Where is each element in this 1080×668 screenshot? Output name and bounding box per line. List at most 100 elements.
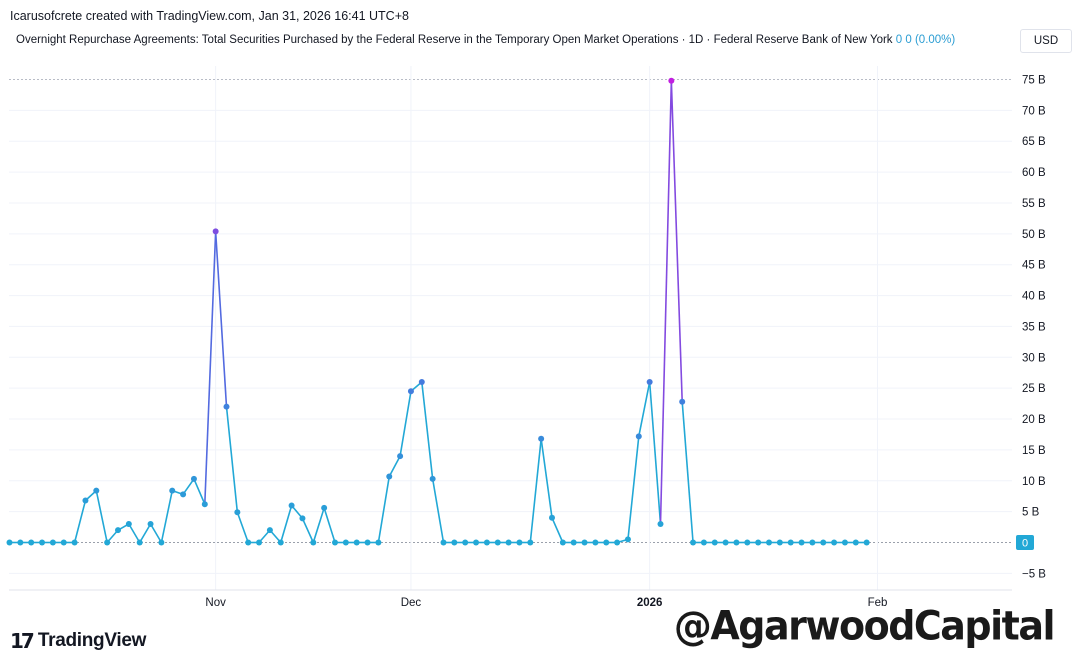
series-segment [182,478,195,495]
series-segment [95,490,108,543]
x-tick-label: Feb [868,597,888,609]
series-segment [431,478,445,543]
data-point [93,487,100,494]
grid-lines [9,66,1012,590]
data-point [549,514,555,521]
time-axis[interactable]: Nov Dec 2026 Feb [9,589,1012,609]
data-point [299,515,306,522]
data-point [679,398,686,405]
series-segment [681,401,694,543]
data-point [766,539,772,546]
y-tick-label: 30 B [1022,352,1046,364]
series-segment [128,523,141,543]
data-point [494,539,501,546]
y-tick-label: 45 B [1022,260,1046,272]
data-point [342,539,349,546]
data-point [657,520,664,527]
data-point [559,539,566,546]
series-segment [73,500,87,543]
series-segment [323,507,336,543]
data-point [505,539,512,546]
data-point [483,539,490,546]
y-tick-label: 65 B [1022,136,1046,148]
data-point [245,539,252,546]
series-title: Overnight Repurchase Agreements: Total S… [16,34,893,46]
data-point [115,527,121,534]
data-point [104,539,111,546]
series-segment [627,436,640,540]
price-axis[interactable]: 75 B 70 B 65 B 60 B 55 B 50 B 45 B 40 B 35 B 30 B… [1022,75,1046,581]
y-tick-label: 60 B [1022,167,1046,179]
y-tick-label: 20 B [1022,414,1046,426]
watermark-text: @AgarwoodCapital [673,602,1056,650]
series-segment [421,381,434,480]
data-point [603,539,610,546]
tradingview-logo-text: TradingView [37,630,147,651]
currency-button[interactable]: USD [1020,29,1072,53]
data-point [266,527,273,534]
data-point [841,539,848,546]
tradingview-logo-icon: 17 [10,629,35,653]
data-point [353,539,360,546]
data-point [690,539,697,546]
data-point [624,536,631,543]
last-value-tag-group: 0 [1016,535,1034,550]
series-segment [540,438,553,518]
series-segment [399,391,412,457]
y-tick-label: 25 B [1022,383,1046,395]
data-point [39,539,46,546]
data-point [60,539,67,546]
data-point [190,475,197,482]
data-point [332,539,338,546]
data-point [321,504,328,511]
data-point [527,539,534,546]
data-point [473,539,480,546]
series-last-value: 0 [895,34,903,46]
data-point [440,539,447,546]
data-point [852,539,859,546]
data-point [668,77,675,84]
data-point [863,539,870,546]
data-point [256,539,263,546]
data-point [744,539,751,546]
series-segment [301,518,315,543]
y-tick-label: 15 B [1022,445,1046,457]
data-point [125,520,132,527]
data-point [49,539,56,546]
series-segment [648,381,662,525]
y-tick-label: 50 B [1022,229,1046,241]
data-point [711,539,718,546]
data-point [700,539,707,546]
data-point [234,509,241,516]
last-value-tag [1016,535,1034,550]
data-point [635,433,642,440]
data-point [538,435,545,442]
series-segment [236,511,249,543]
y-tick-label: 55 B [1022,198,1046,210]
data-point [755,539,762,546]
series-segment [139,523,152,543]
data-point [614,539,621,546]
y-tick-label: 40 B [1022,291,1046,303]
data-point [581,539,588,546]
tradingview-logo[interactable]: 17 TradingView [10,629,147,653]
chart-credit: Icarusofcrete created with TradingView.c… [10,9,409,23]
y-tick-label: 75 B [1022,75,1046,87]
y-tick-label: 70 B [1022,105,1046,117]
series-segment [659,80,673,524]
data-point [223,403,230,410]
series-segment [160,490,174,543]
data-point [820,539,827,546]
data-point [429,475,436,482]
series-segment [312,507,325,543]
series-segment [377,476,391,543]
data-point [592,539,599,546]
series-legend[interactable]: Overnight Repurchase Agreements: Total S… [10,30,1010,50]
data-point [451,539,458,546]
series-segment [204,231,217,505]
y-tick-label: −5 B [1022,568,1046,580]
series-segment [279,505,293,543]
y-tick-label: 5 B [1022,507,1040,519]
data-point [158,539,165,546]
